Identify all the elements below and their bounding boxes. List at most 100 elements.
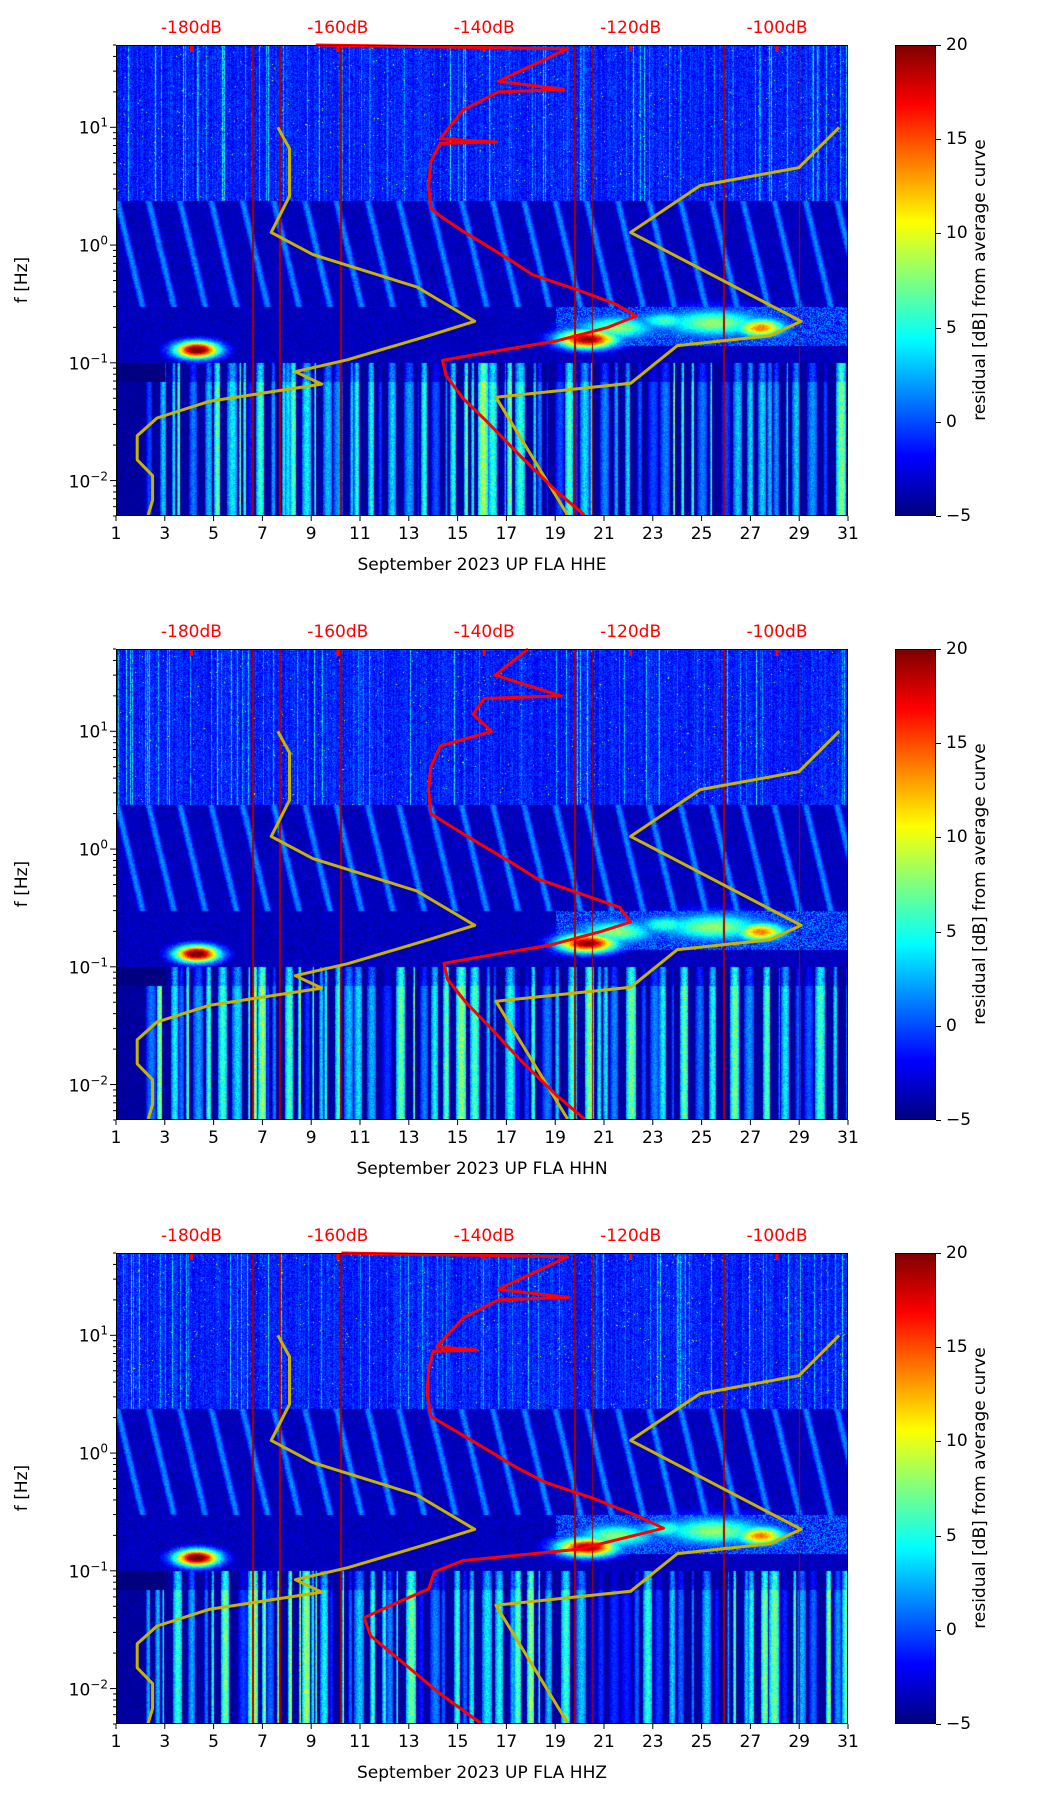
x-tick-label: 19	[544, 1128, 567, 1148]
top-axis-tick-label: -180dB	[160, 1226, 222, 1246]
high-noise-model-curve	[494, 1334, 841, 1724]
colorbar-tick	[936, 649, 941, 650]
psd-red-curve	[341, 1251, 665, 1725]
x-tick-label: 19	[544, 1732, 567, 1752]
y-tick-label: 10−1	[69, 955, 108, 978]
y-tick-exponent: 1	[100, 115, 108, 130]
x-tick-label: 15	[446, 1128, 469, 1148]
curve-overlay	[110, 43, 849, 521]
colorbar-tick	[936, 1535, 941, 1537]
colorbar-tick-label: 20	[946, 1243, 968, 1263]
x-tick-label: 7	[256, 1128, 268, 1148]
y-tick-exponent: −1	[90, 1559, 108, 1574]
colorbar-tick-label: 20	[946, 639, 968, 659]
x-tick-label: 23	[641, 1128, 664, 1148]
colorbar-label: residual [dB] from average curve	[970, 1347, 990, 1629]
colorbar	[895, 1253, 936, 1724]
plot-area: -180dB -160dB -140dB -120dB -100dB 1 3 5 7 9 11 13 1…	[110, 622, 859, 1148]
x-tick-label: 7	[256, 524, 268, 544]
y-axis-label: f [Hz]	[12, 1464, 32, 1512]
top-axis-tick-label: -140dB	[453, 18, 515, 38]
colorbar-tick-label: 0	[946, 411, 957, 432]
top-axis-tick-label: -100dB	[746, 18, 808, 38]
x-tick-label: 7	[256, 1732, 268, 1752]
x-tick-label: 13	[397, 524, 420, 544]
x-tick-label: 17	[495, 524, 518, 544]
top-axis-tick-label: -180dB	[160, 18, 222, 38]
top-axis-tick-label: -100dB	[746, 1226, 808, 1246]
y-tick-base: 10	[68, 1562, 91, 1583]
plot-area: -180dB -160dB -140dB -120dB -100dB 1 3 5 7 9 11 13 1…	[110, 1226, 859, 1752]
y-tick-base: 10	[68, 354, 91, 375]
y-tick-label: 100	[79, 234, 108, 257]
x-tick-label: 11	[349, 1128, 371, 1148]
x-tick-label: 11	[349, 1732, 371, 1752]
colorbar-tick	[936, 1253, 941, 1254]
top-axis-tick-label: -160dB	[307, 1226, 369, 1246]
y-tick-base: 10	[68, 1679, 91, 1700]
x-axis-label: September 2023 UP FLA HHZ	[356, 1763, 608, 1783]
y-tick-base: 10	[78, 236, 101, 257]
y-tick-label: 10−2	[69, 469, 108, 492]
colorbar-tick	[936, 931, 941, 933]
colorbar	[895, 45, 936, 516]
colorbar-tick-label: 5	[946, 317, 957, 338]
x-tick-label: 27	[739, 1128, 762, 1148]
colorbar-tick-label: 0	[946, 1015, 957, 1036]
colorbar-tick-label: 5	[946, 1525, 957, 1546]
x-tick-label: 21	[593, 1128, 615, 1148]
x-tick-label: 3	[159, 1128, 171, 1148]
y-tick-exponent: 0	[100, 1441, 108, 1456]
y-tick-base: 10	[68, 1075, 91, 1096]
x-tick-label: 29	[788, 524, 811, 544]
y-tick-base: 10	[78, 1444, 101, 1465]
plot-area: -180dB -160dB -140dB -120dB -100dB 1 3 5 7 9 11 13 1…	[110, 18, 859, 544]
spectrogram-panel-2: -180dB -160dB -140dB -120dB -100dB 1 3 5 7 9 11 13 1…	[0, 622, 1052, 1209]
x-tick-label: 9	[305, 1732, 317, 1752]
high-noise-model-curve	[494, 126, 841, 516]
x-tick-label: 27	[739, 1732, 762, 1752]
y-axis-label: f [Hz]	[12, 256, 32, 304]
y-tick-label: 10−2	[69, 1073, 108, 1096]
y-tick-base: 10	[78, 722, 101, 743]
x-tick-label: 3	[159, 1732, 171, 1752]
colorbar-tick	[936, 1724, 941, 1725]
curve-overlay	[110, 647, 849, 1125]
x-tick-label: 21	[593, 524, 615, 544]
y-axis-label: f [Hz]	[12, 860, 32, 908]
curve-overlay	[110, 1251, 849, 1729]
colorbar-tick-label: 0	[946, 1619, 957, 1640]
colorbar-label: residual [dB] from average curve	[970, 139, 990, 421]
y-tick-label: 100	[79, 838, 108, 861]
colorbar-tick	[936, 1441, 941, 1443]
colorbar-tick	[936, 1025, 941, 1027]
top-axis-tick-label: -120dB	[600, 18, 662, 38]
colorbar	[895, 649, 936, 1120]
colorbar-tick-label: −5	[946, 1714, 972, 1734]
spectrogram-panel-3: -180dB -160dB -140dB -120dB -100dB 1 3 5 7 9 11 13 1…	[0, 1226, 1052, 1806]
low-noise-model-curve	[135, 126, 477, 516]
colorbar-tick	[936, 1347, 941, 1349]
low-noise-model-curve	[135, 1334, 477, 1724]
y-tick-base: 10	[78, 1326, 101, 1347]
y-tick-label: 101	[79, 720, 108, 743]
y-tick-exponent: −2	[90, 1677, 108, 1692]
y-tick-label: 100	[79, 1442, 108, 1465]
y-tick-label: 10−1	[69, 1559, 108, 1582]
high-noise-model-curve	[494, 730, 841, 1120]
x-tick-label: 9	[305, 1128, 317, 1148]
y-tick-base: 10	[78, 840, 101, 861]
y-tick-exponent: 0	[100, 233, 108, 248]
x-tick-label: 17	[495, 1128, 518, 1148]
top-axis-tick-label: -180dB	[160, 622, 222, 642]
x-tick-label: 19	[544, 524, 567, 544]
colorbar-tick-label: 10	[946, 1431, 968, 1452]
colorbar-tick	[936, 743, 941, 745]
colorbar-tick	[936, 139, 941, 141]
colorbar-tick	[936, 327, 941, 329]
y-tick-exponent: −1	[90, 351, 108, 366]
colorbar-tick-label: 20	[946, 35, 968, 55]
y-tick-base: 10	[78, 118, 101, 139]
colorbar-label: residual [dB] from average curve	[970, 743, 990, 1025]
